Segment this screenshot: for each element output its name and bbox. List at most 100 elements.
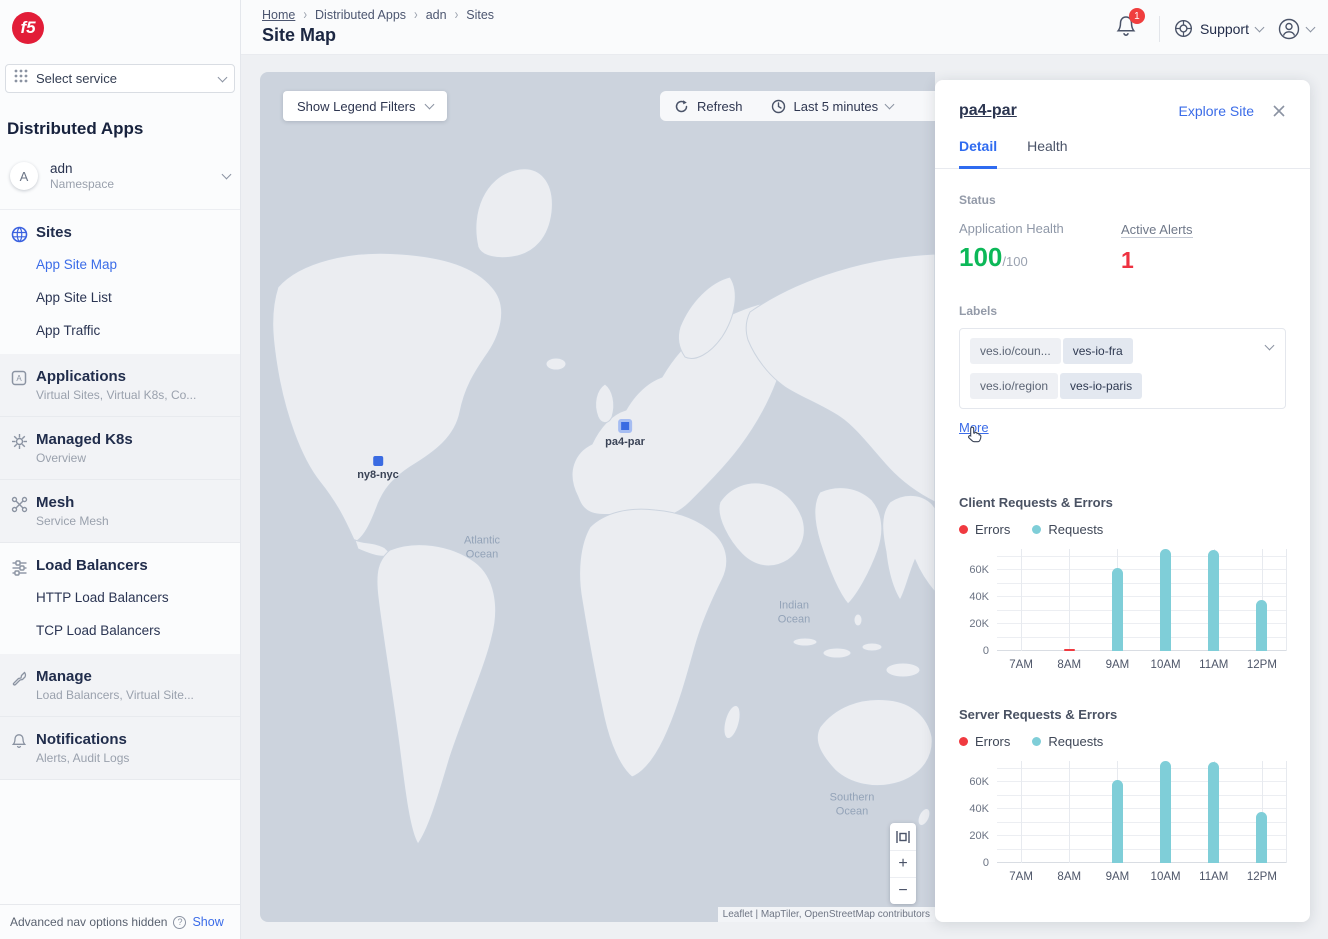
account-menu[interactable]	[1277, 17, 1316, 41]
breadcrumb-home[interactable]: Home	[262, 8, 296, 22]
x-tick-label: 9AM	[1105, 871, 1130, 883]
bar-chart: 60K 40K 20K 0	[959, 549, 1287, 657]
select-service-dropdown[interactable]: Select service	[5, 64, 235, 93]
chevron-down-icon	[424, 99, 434, 110]
group-label: Sites	[36, 224, 72, 241]
chart-plot-area	[997, 761, 1287, 863]
show-legend-filters-button[interactable]: Show Legend Filters	[283, 91, 447, 121]
application-health-denominator: /100	[1002, 254, 1028, 269]
x-tick-label: 10AM	[1150, 659, 1181, 671]
labels-box[interactable]: ves.io/coun... ves-io-fra ves.io/region …	[959, 328, 1286, 409]
map-attribution[interactable]: Leaflet | MapTiler, OpenStreetMap contri…	[717, 907, 935, 922]
site-detail-panel: pa4-par Explore Site Detail Health Statu…	[935, 80, 1310, 922]
sidebar-item-app-traffic[interactable]: App Traffic	[36, 323, 101, 338]
zoom-in-button[interactable]: +	[890, 850, 916, 877]
sidebar: f5 Select service Distributed Apps A adn…	[0, 0, 241, 939]
sidebar-group-sites-header[interactable]: Sites	[10, 224, 230, 243]
svg-text:A: A	[16, 374, 22, 383]
site-map[interactable]: Atlantic Ocean Indian Ocean Southern Oce…	[260, 72, 935, 922]
sidebar-group-mesh[interactable]: Mesh Service Mesh	[0, 480, 240, 543]
sidebar-item-app-site-list[interactable]: App Site List	[36, 290, 112, 305]
support-menu[interactable]: Support	[1174, 19, 1265, 38]
breadcrumb-adn[interactable]: adn	[425, 8, 447, 22]
chart-x-axis: 7AM 8AM 9AM 10AM 11AM 12PM	[997, 657, 1286, 675]
show-advanced-nav-link[interactable]: Show	[192, 915, 224, 929]
x-tick-label: 7AM	[1009, 871, 1033, 883]
label-key-chip: ves.io/coun...	[970, 338, 1061, 364]
time-range-dropdown[interactable]: Last 5 minutes	[771, 99, 895, 114]
close-icon	[1273, 105, 1285, 117]
notifications-bell-button[interactable]: 1	[1111, 8, 1145, 47]
sidebar-group-manage[interactable]: Manage Load Balancers, Virtual Site...	[0, 654, 240, 717]
requests-legend-dot	[1032, 525, 1042, 534]
refresh-button[interactable]: Refresh	[674, 99, 743, 114]
site-marker-icon-selected	[618, 419, 632, 433]
divider	[0, 209, 240, 210]
site-title-link[interactable]: pa4-par	[959, 102, 1017, 119]
ocean-label-indian: Indian Ocean	[777, 599, 811, 626]
sidebar-group-load-balancers: Load Balancers HTTP Load Balancers TCP L…	[0, 543, 240, 654]
bar-requests-10AM	[1160, 549, 1172, 651]
chart-legend: Errors Requests	[959, 734, 1286, 749]
x-tick-label: 7AM	[1009, 659, 1033, 671]
client-requests-chart: Client Requests & Errors Errors Requests…	[959, 495, 1287, 675]
zoom-out-button[interactable]: −	[890, 877, 916, 904]
sidebar-item-tcp-load-balancers[interactable]: TCP Load Balancers	[36, 623, 161, 638]
bell-icon	[10, 732, 28, 750]
sidebar-group-notifications[interactable]: Notifications Alerts, Audit Logs	[0, 717, 240, 780]
x-tick-label: 8AM	[1057, 871, 1082, 883]
k8s-wheel-icon	[10, 432, 28, 450]
sidebar-group-applications[interactable]: A Applications Virtual Sites, Virtual K8…	[0, 354, 240, 417]
bar-errors-8AM	[1063, 649, 1075, 651]
fullscreen-button[interactable]	[890, 823, 916, 850]
bar-requests-9AM	[1111, 779, 1123, 863]
breadcrumb-distributed-apps[interactable]: Distributed Apps	[315, 8, 407, 22]
sidebar-group-load-balancers-header[interactable]: Load Balancers	[10, 557, 230, 576]
close-panel-button[interactable]	[1272, 104, 1286, 118]
chart-y-axis: 60K 40K 20K 0	[969, 564, 989, 657]
select-service-label: Select service	[36, 71, 117, 86]
sidebar-title: Distributed Apps	[7, 119, 144, 138]
map-zoom-controls: + −	[890, 823, 916, 904]
top-header: Home › Distributed Apps › adn › Sites Si…	[241, 0, 1328, 55]
sidebar-group-managed-k8s[interactable]: Managed K8s Overview	[0, 417, 240, 480]
breadcrumb-sites[interactable]: Sites	[466, 8, 495, 22]
tab-health[interactable]: Health	[1027, 138, 1068, 154]
group-subtitle: Service Mesh	[36, 514, 109, 528]
application-health-label: Application Health	[959, 221, 1064, 236]
x-tick-label: 12PM	[1246, 659, 1277, 671]
chart-plot-area	[997, 549, 1287, 651]
chart-title: Client Requests & Errors	[959, 495, 1113, 510]
chart-y-axis: 60K 40K 20K 0	[969, 776, 989, 869]
requests-legend-dot	[1032, 737, 1042, 746]
chevron-down-icon	[217, 72, 228, 82]
lifebuoy-icon	[1174, 19, 1192, 38]
x-tick-label: 9AM	[1105, 659, 1130, 671]
sidebar-item-http-load-balancers[interactable]: HTTP Load Balancers	[36, 590, 169, 605]
marker-label: ny8-nyc	[357, 469, 399, 481]
sidebar-item-app-site-map[interactable]: App Site Map	[36, 257, 118, 272]
labels-heading: Labels	[959, 304, 998, 318]
chevron-down-icon	[884, 99, 895, 110]
active-alerts-value: 1	[1121, 247, 1134, 273]
map-marker-ny8-nyc[interactable]: ny8-nyc	[357, 456, 399, 481]
mesh-icon	[10, 495, 28, 513]
active-alerts-link[interactable]: Active Alerts	[1121, 222, 1193, 238]
status-section: Status Application Health 100/100 Active…	[959, 193, 1286, 274]
f5-logo[interactable]: f5	[12, 12, 44, 44]
bar-requests-11AM	[1208, 762, 1220, 863]
bar-chart: 60K 40K 20K 0	[959, 761, 1287, 869]
help-icon[interactable]: ?	[173, 915, 187, 929]
map-marker-pa4-par[interactable]: pa4-par	[605, 419, 645, 448]
advanced-nav-footer: Advanced nav options hidden ? Show	[0, 904, 240, 939]
x-tick-label: 8AM	[1057, 659, 1082, 671]
errors-legend-dot	[959, 525, 968, 534]
sidebar-group-sites: Sites App Site Map App Site List App Tra…	[0, 210, 240, 354]
explore-site-link[interactable]: Explore Site	[1178, 103, 1254, 119]
tab-detail[interactable]: Detail	[959, 138, 998, 169]
chevron-down-icon	[1305, 22, 1316, 32]
namespace-selector[interactable]: A adn Namespace	[6, 155, 234, 197]
advanced-nav-text: Advanced nav options hidden	[10, 915, 168, 929]
fullscreen-icon	[896, 830, 910, 843]
applications-icon: A	[10, 369, 28, 387]
